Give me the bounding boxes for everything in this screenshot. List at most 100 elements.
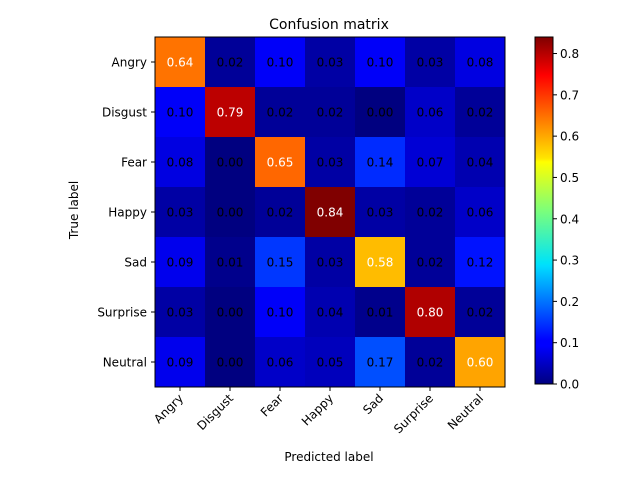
cell-value-label: 0.09 <box>167 356 194 370</box>
heatmap-cell <box>255 337 305 387</box>
x-tick-label: Neutral <box>445 391 486 432</box>
colorbar-tick-label: 0.8 <box>560 47 579 61</box>
heatmap-cell <box>255 237 305 287</box>
cell-value-label: 0.04 <box>317 306 344 320</box>
heatmap-cell <box>155 137 205 187</box>
cell-value-label: 0.02 <box>467 306 494 320</box>
heatmap-cell <box>355 87 405 137</box>
y-tick-label: Disgust <box>102 106 147 120</box>
heatmap-cell <box>455 287 505 337</box>
heatmap-cell <box>305 37 355 87</box>
heatmap-cell <box>305 137 355 187</box>
heatmap-cells: 0.64 0.02 0.10 0.03 0.10 0.03 0.08 0.10 0.79 0.02… <box>155 37 505 387</box>
cell-value-label: 0.00 <box>217 156 244 170</box>
x-tick-label: Fear <box>258 391 286 419</box>
heatmap-cell <box>155 87 205 137</box>
heatmap-cell <box>155 287 205 337</box>
cell-value-label: 0.06 <box>417 106 444 120</box>
heatmap-cell <box>205 37 255 87</box>
colorbar-tick-label: 0.5 <box>560 171 579 185</box>
heatmap-cell <box>155 237 205 287</box>
cell-value-label: 0.02 <box>417 256 444 270</box>
heatmap-cell <box>255 87 305 137</box>
cell-value-label: 0.02 <box>467 106 494 120</box>
heatmap-cell <box>405 237 455 287</box>
heatmap-cell <box>355 37 405 87</box>
cell-value-label: 0.10 <box>167 106 194 120</box>
cell-value-label: 0.03 <box>167 306 194 320</box>
heatmap-cell <box>455 87 505 137</box>
cell-value-label: 0.07 <box>417 156 444 170</box>
heatmap-cell <box>455 137 505 187</box>
chart-title: Confusion matrix <box>269 17 389 33</box>
x-tick-label: Surprise <box>391 391 436 436</box>
cell-value-label: 0.03 <box>367 206 394 220</box>
heatmap-cell <box>355 137 405 187</box>
cell-value-label: 0.65 <box>267 156 294 170</box>
cell-value-label: 0.80 <box>417 306 444 320</box>
heatmap-cell <box>155 337 205 387</box>
cell-value-label: 0.64 <box>167 56 194 70</box>
cell-value-label: 0.58 <box>367 256 394 270</box>
heatmap-cell <box>205 187 255 237</box>
cell-value-label: 0.00 <box>367 106 394 120</box>
cell-value-label: 0.00 <box>217 206 244 220</box>
cell-value-label: 0.02 <box>417 206 444 220</box>
cell-value-label: 0.03 <box>317 156 344 170</box>
cell-value-label: 0.03 <box>417 56 444 70</box>
cell-value-label: 0.14 <box>367 156 394 170</box>
heatmap-cell <box>355 187 405 237</box>
heatmap-cell <box>205 237 255 287</box>
y-tick-label: Angry <box>112 56 147 70</box>
colorbar-tick-label: 0.1 <box>560 336 579 350</box>
heatmap-cell <box>305 87 355 137</box>
heatmap-cell <box>405 187 455 237</box>
x-tick-label: Happy <box>299 391 336 428</box>
cell-value-label: 0.06 <box>467 206 494 220</box>
heatmap-cell <box>205 87 255 137</box>
heatmap-cell <box>405 287 455 337</box>
heatmap-cell <box>305 287 355 337</box>
colorbar-tick-label: 0.0 <box>560 378 579 392</box>
cell-value-label: 0.02 <box>317 106 344 120</box>
heatmap-cell <box>405 337 455 387</box>
colorbar-tick-label: 0.3 <box>560 254 579 268</box>
cell-value-label: 0.10 <box>267 56 294 70</box>
heatmap-cell <box>305 187 355 237</box>
heatmap-cell <box>455 337 505 387</box>
cell-value-label: 0.17 <box>367 356 394 370</box>
y-axis-label: True label <box>67 181 81 240</box>
x-tick-label: Angry <box>151 391 186 426</box>
cell-value-label: 0.03 <box>167 206 194 220</box>
heatmap-cell <box>155 37 205 87</box>
y-tick-label: Surprise <box>97 306 147 320</box>
colorbar-tick-label: 0.7 <box>560 88 579 102</box>
cell-value-label: 0.02 <box>267 206 294 220</box>
cell-value-label: 0.03 <box>317 56 344 70</box>
cell-value-label: 0.04 <box>467 156 494 170</box>
colorbar-tick-label: 0.4 <box>560 212 579 226</box>
cell-value-label: 0.01 <box>367 306 394 320</box>
heatmap-cell <box>355 237 405 287</box>
cell-value-label: 0.09 <box>167 256 194 270</box>
cell-value-label: 0.60 <box>467 356 494 370</box>
y-tick-label: Happy <box>108 206 147 220</box>
cell-value-label: 0.08 <box>167 156 194 170</box>
heatmap-cell <box>455 237 505 287</box>
heatmap-cell <box>405 37 455 87</box>
heatmap-cell <box>205 137 255 187</box>
heatmap-cell <box>205 287 255 337</box>
cell-value-label: 0.02 <box>267 106 294 120</box>
heatmap-cell <box>255 37 305 87</box>
y-tick-label: Fear <box>121 156 147 170</box>
colorbar-tick-label: 0.2 <box>560 295 579 309</box>
cell-value-label: 0.06 <box>267 356 294 370</box>
heatmap-cell <box>355 287 405 337</box>
heatmap-cell <box>455 37 505 87</box>
x-tick-label: Disgust <box>194 391 236 433</box>
x-axis-label: Predicted label <box>284 450 373 464</box>
cell-value-label: 0.02 <box>217 56 244 70</box>
cell-value-label: 0.00 <box>217 306 244 320</box>
cell-value-label: 0.84 <box>317 206 344 220</box>
